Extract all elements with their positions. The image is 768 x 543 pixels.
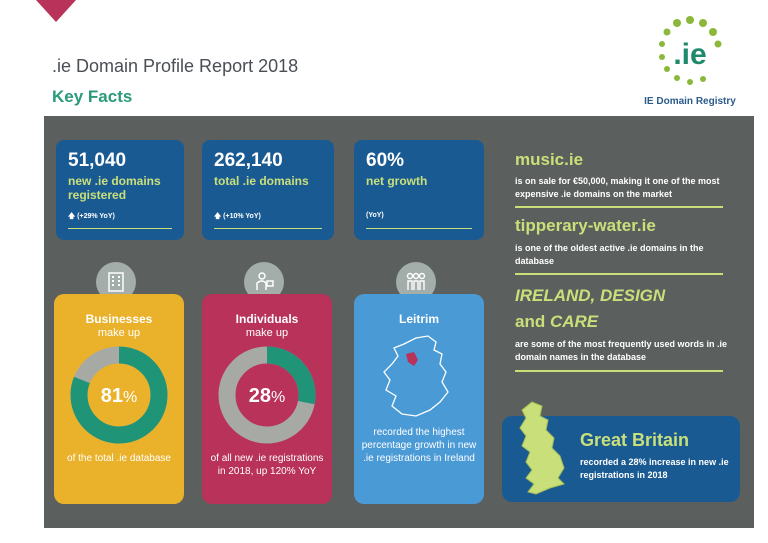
- fact-heading-and: and: [515, 312, 546, 331]
- card-footnote: of all new .ie registrations in 2018, up…: [210, 453, 324, 477]
- svg-text:81%: 81%: [101, 385, 137, 407]
- stat-yoy-text: (YoY): [366, 212, 384, 219]
- card-subtitle: make up: [97, 327, 141, 339]
- stat-rule: [366, 228, 472, 229]
- key-facts-heading: Key Facts: [52, 87, 133, 106]
- donut-percent-sign: %: [271, 389, 285, 406]
- stat-label: net growth: [366, 174, 428, 188]
- donut-percent-sign: %: [123, 389, 137, 406]
- stat-value: 51,040: [68, 150, 127, 171]
- great-britain-shape: [519, 401, 565, 495]
- stat-net-growth: 60% net growth (YoY): [354, 140, 484, 240]
- fact-divider: [515, 273, 723, 275]
- fact-heading-care: CARE: [549, 312, 599, 331]
- donut-value-arc: [70, 346, 168, 444]
- logo-text: .ie: [673, 38, 706, 71]
- gb-heading: Great Britain: [580, 430, 690, 450]
- stat-label: total .ie domains: [214, 174, 309, 188]
- leitrim-highlight: [406, 352, 418, 366]
- card-footnote: of the total .ie database: [67, 453, 171, 464]
- card-subtitle: make up: [245, 327, 289, 339]
- card-title: Individuals: [235, 312, 299, 326]
- logo-dots-icon: .ie: [659, 16, 722, 85]
- stat-yoy: 🡅 (+10% YoY): [214, 212, 261, 223]
- stat-value: 60%: [366, 150, 405, 171]
- gb-text: recorded a 28% increase in new .ie regis…: [580, 457, 729, 480]
- card-title: Businesses: [85, 312, 153, 326]
- businesses-card: Businesses make up 81% of the total .ie …: [54, 294, 184, 504]
- individuals-card: Individuals make up 28% of all new .ie r…: [202, 294, 332, 504]
- fact-divider: [515, 206, 723, 208]
- donut-value-text: 81: [101, 385, 123, 407]
- fact-heading-words: IRELAND, DESIGN: [515, 286, 666, 305]
- ie-domain-registry-logo: .ie IE Domain Registry: [640, 12, 740, 112]
- corner-triangle-decoration: [36, 0, 76, 22]
- stat-value: 262,140: [214, 150, 283, 171]
- leitrim-card: Leitrim recorded the highest percentage …: [354, 294, 484, 504]
- report-title: .ie Domain Profile Report 2018: [52, 56, 299, 76]
- stat-rule: [68, 228, 172, 229]
- stat-total-domains: 262,140 total .ie domains 🡅 (+10% YoY): [202, 140, 334, 240]
- donut-value-text: 28: [249, 385, 271, 407]
- card-title: Leitrim: [398, 312, 439, 326]
- stat-yoy: 🡅 (+29% YoY): [68, 212, 115, 223]
- up-arrow-icon: 🡅: [214, 213, 222, 220]
- key-facts-panel: 51,040 new .ie domains registered 🡅 (+29…: [44, 116, 754, 528]
- donut-value-arc: [218, 346, 316, 444]
- stat-yoy-text: (+29% YoY): [77, 213, 115, 220]
- stat-label: new .ie domains registered: [68, 174, 161, 202]
- great-britain-map-icon: [519, 401, 565, 495]
- fact-heading-tipperary: tipperary-water.ie: [515, 216, 656, 235]
- fact-text-words: are some of the most frequently used wor…: [515, 339, 728, 362]
- stat-rule: [214, 228, 322, 229]
- card-footnote: recorded the highest percentage growth i…: [361, 427, 477, 464]
- ireland-outline: [383, 335, 449, 417]
- stat-yoy-text: (+10% YoY): [223, 213, 261, 220]
- fact-text-music: is on sale for €50,000, making it one of…: [515, 176, 720, 199]
- logo-caption: IE Domain Registry: [644, 96, 736, 107]
- up-arrow-icon: 🡅: [68, 213, 76, 220]
- svg-text:28%: 28%: [249, 385, 285, 407]
- fact-heading-and-care: and CARE: [515, 312, 598, 332]
- stat-new-domains: 51,040 new .ie domains registered 🡅 (+29…: [56, 140, 184, 240]
- fact-divider: [515, 370, 723, 372]
- fact-text-tipperary: is one of the oldest active .ie domains …: [515, 243, 704, 266]
- fact-heading-music: music.ie: [515, 150, 584, 169]
- individuals-donut-chart: 28%: [218, 346, 316, 444]
- ireland-map-icon: [383, 335, 449, 417]
- businesses-donut-chart: 81%: [70, 346, 168, 444]
- great-britain-card: Great Britain recorded a 28% increase in…: [502, 401, 740, 502]
